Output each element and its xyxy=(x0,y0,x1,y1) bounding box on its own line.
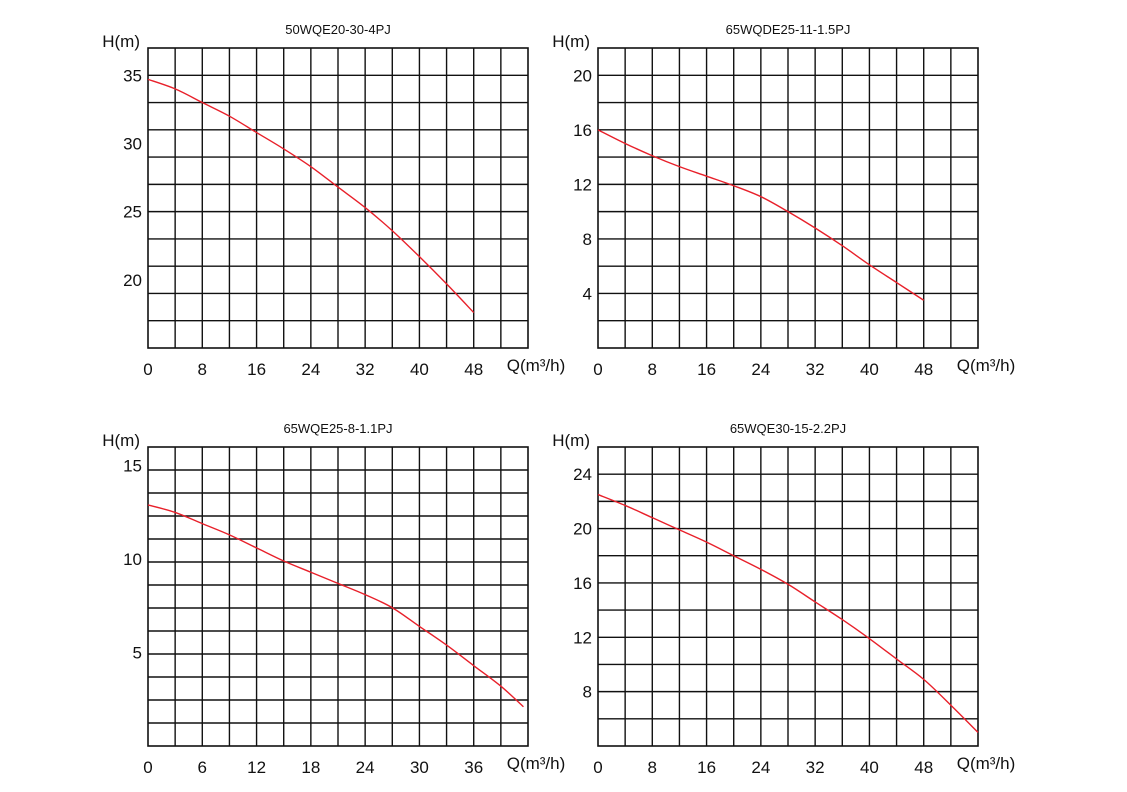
grid xyxy=(598,48,978,348)
x-axis-label: Q(m³/h) xyxy=(957,356,1016,375)
x-tick-label: 40 xyxy=(860,758,879,777)
performance-curve xyxy=(597,129,925,301)
y-axis-label: H(m) xyxy=(552,431,590,450)
x-tick-label: 0 xyxy=(593,360,602,379)
y-tick-label: 20 xyxy=(573,520,592,539)
plot-frame xyxy=(597,47,979,349)
x-tick-label: 36 xyxy=(464,758,483,777)
grid xyxy=(148,447,528,746)
x-axis-label: Q(m³/h) xyxy=(507,754,566,773)
x-tick-label: 0 xyxy=(143,758,152,777)
y-tick-label: 20 xyxy=(123,271,142,290)
chart-50wqe20-30-4pj: 50WQE20-30-4PJ H(m) Q(m³/h) 20 25 30 35 0 8 16 24 3… xyxy=(102,22,565,379)
y-axis-label: H(m) xyxy=(102,32,140,51)
x-tick-label: 48 xyxy=(914,360,933,379)
x-tick-label: 0 xyxy=(143,360,152,379)
x-tick-label: 8 xyxy=(648,360,657,379)
performance-curve xyxy=(147,504,524,708)
y-tick-label: 15 xyxy=(123,457,142,476)
y-tick-label: 20 xyxy=(573,66,592,85)
y-tick-label: 8 xyxy=(583,230,592,249)
x-tick-label: 32 xyxy=(806,758,825,777)
plot-frame xyxy=(147,47,529,349)
y-tick-label: 25 xyxy=(123,203,142,222)
y-tick-label: 8 xyxy=(583,683,592,702)
x-tick-label: 40 xyxy=(860,360,879,379)
x-tick-label: 24 xyxy=(301,360,320,379)
x-tick-label: 24 xyxy=(751,360,770,379)
performance-curve xyxy=(147,78,475,314)
y-tick-label: 24 xyxy=(573,465,592,484)
x-tick-label: 48 xyxy=(914,758,933,777)
x-tick-label: 32 xyxy=(806,360,825,379)
chart-65wqe30-15-2-2pj: 65WQE30-15-2.2PJ H(m) Q(m³/h) 8 12 16 20 24 0 8 16… xyxy=(552,421,1015,777)
x-tick-label: 32 xyxy=(356,360,375,379)
x-tick-label: 0 xyxy=(593,758,602,777)
chart-title: 50WQE20-30-4PJ xyxy=(285,22,391,37)
chart-title: 65WQE25-8-1.1PJ xyxy=(283,421,392,436)
y-axis-label: H(m) xyxy=(102,431,140,450)
x-tick-label: 8 xyxy=(198,360,207,379)
y-tick-label: 12 xyxy=(573,175,592,194)
x-tick-label: 30 xyxy=(410,758,429,777)
chart-title: 65WQE30-15-2.2PJ xyxy=(730,421,846,436)
chart-title: 65WQDE25-11-1.5PJ xyxy=(726,22,851,37)
y-tick-label: 12 xyxy=(573,628,592,647)
y-tick-label: 30 xyxy=(123,134,142,153)
x-tick-label: 6 xyxy=(198,758,207,777)
x-tick-label: 16 xyxy=(247,360,266,379)
grid xyxy=(148,48,528,348)
x-tick-label: 48 xyxy=(464,360,483,379)
y-tick-label: 4 xyxy=(583,284,592,303)
y-tick-label: 10 xyxy=(123,550,142,569)
plot-frame xyxy=(147,446,529,747)
performance-curve xyxy=(597,493,979,733)
y-tick-label: 35 xyxy=(123,66,142,85)
plot-frame xyxy=(597,446,979,747)
x-tick-label: 18 xyxy=(301,758,320,777)
x-tick-label: 24 xyxy=(751,758,770,777)
x-axis-label: Q(m³/h) xyxy=(507,356,566,375)
x-axis-label: Q(m³/h) xyxy=(957,754,1016,773)
chart-65wqe25-8-1-1pj: 65WQE25-8-1.1PJ H(m) Q(m³/h) 5 10 15 0 6 12 18 24 3… xyxy=(102,421,565,777)
y-tick-label: 5 xyxy=(133,644,142,663)
x-tick-label: 16 xyxy=(697,360,716,379)
x-tick-label: 8 xyxy=(648,758,657,777)
y-axis-label: H(m) xyxy=(552,32,590,51)
y-tick-label: 16 xyxy=(573,574,592,593)
x-tick-label: 16 xyxy=(697,758,716,777)
grid xyxy=(598,447,978,746)
y-tick-label: 16 xyxy=(573,121,592,140)
x-tick-label: 12 xyxy=(247,758,266,777)
x-tick-label: 40 xyxy=(410,360,429,379)
x-tick-label: 24 xyxy=(356,758,375,777)
